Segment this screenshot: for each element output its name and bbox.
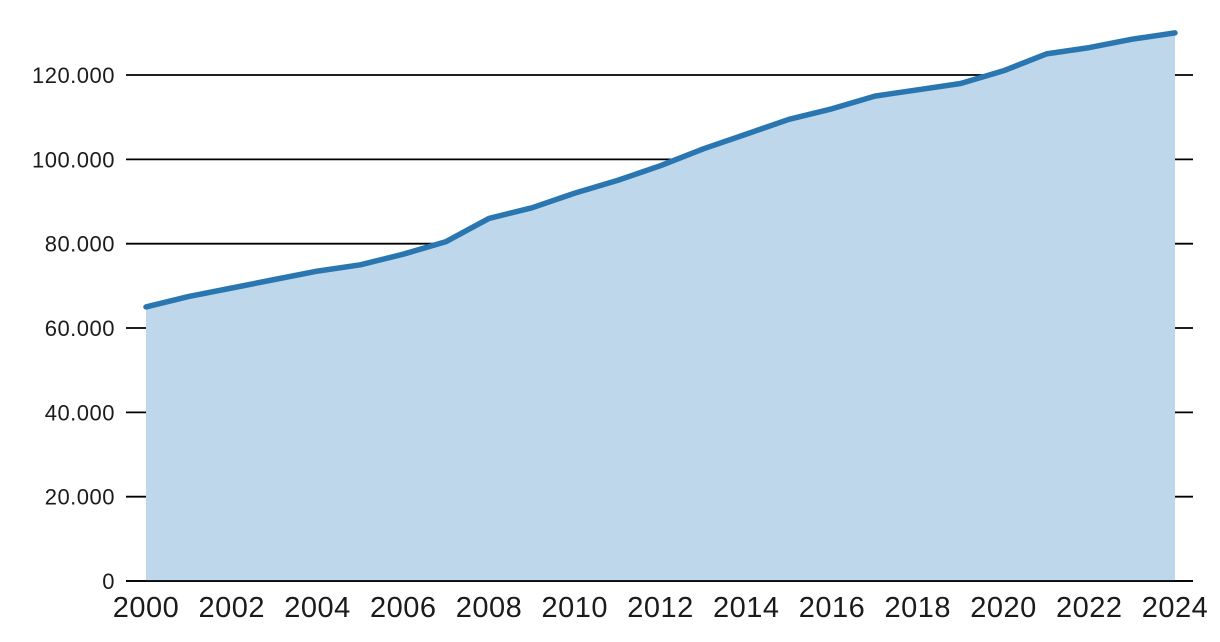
y-axis-labels: 0 20.000 40.000 60.000 80.000 100.000 120.000 — [32, 63, 115, 594]
x-tick-label: 2008 — [456, 592, 523, 624]
x-tick-label: 2014 — [713, 592, 780, 624]
y-tick-label: 60.000 — [45, 316, 115, 341]
x-tick-label: 2012 — [627, 592, 694, 624]
x-tick-label: 2024 — [1142, 592, 1209, 624]
x-axis-labels: 2000 2002 2004 2006 2008 2010 2012 2014 2016 2018… — [113, 592, 1209, 624]
x-tick-label: 2020 — [970, 592, 1037, 624]
y-tick-label: 100.000 — [32, 147, 115, 172]
area-fill — [146, 32, 1175, 581]
y-tick-label: 120.000 — [32, 63, 115, 88]
x-tick-label: 2006 — [370, 592, 437, 624]
x-tick-label: 2010 — [541, 592, 608, 624]
trend-line — [143, 30, 1178, 310]
y-tick-label: 80.000 — [45, 232, 115, 257]
y-tick-label: 40.000 — [45, 400, 115, 425]
x-tick-label: 2018 — [884, 592, 951, 624]
x-tick-label: 2022 — [1056, 592, 1123, 624]
y-tick-label: 20.000 — [45, 485, 115, 510]
x-tick-label: 2016 — [799, 592, 866, 624]
y-tick-label: 0 — [102, 569, 115, 594]
x-tick-label: 2000 — [113, 592, 180, 624]
x-tick-label: 2002 — [198, 592, 265, 624]
x-tick-label: 2004 — [284, 592, 351, 624]
